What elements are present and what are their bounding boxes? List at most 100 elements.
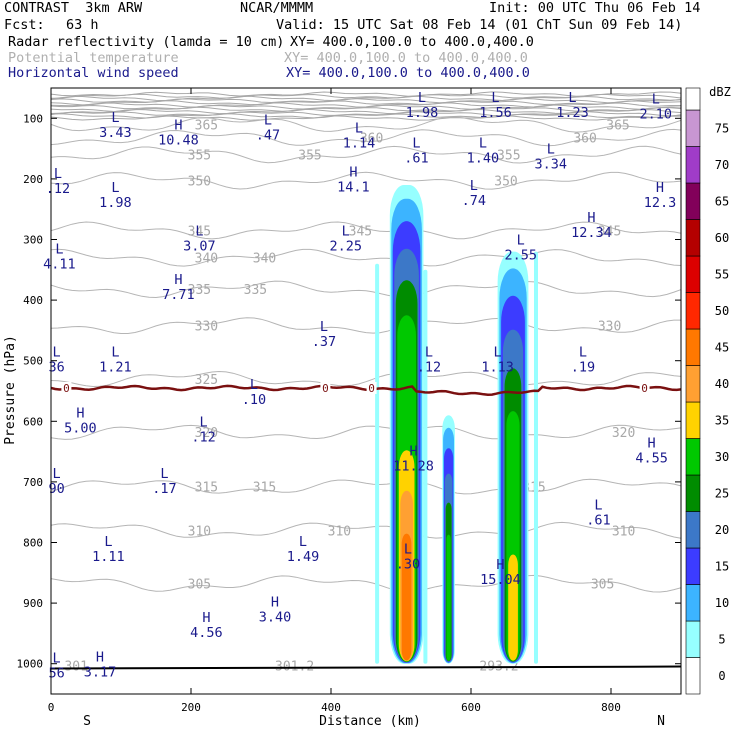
wind-extremum: L.61 — [586, 497, 610, 528]
wind-extremum: L1.11 — [92, 534, 125, 565]
wind-extremum-type: L — [479, 136, 487, 152]
theta-label: 355 — [298, 149, 321, 164]
wind-extremum-type: L — [104, 534, 112, 550]
theta-contour-line — [51, 145, 681, 164]
colorbar-segment — [685, 146, 701, 184]
reflectivity-fringe — [423, 269, 428, 664]
colorbar-label: 0 — [718, 669, 725, 683]
fcst-value: 63 h — [66, 17, 99, 33]
theta-contour-line — [51, 116, 681, 133]
theta-label: 345 — [598, 224, 621, 239]
wind-extremum-value: 90 — [48, 481, 64, 497]
wind-extremum-type: L — [568, 90, 576, 106]
wind-extremum-value: 4.56 — [190, 625, 223, 641]
wind-extremum-type: L — [53, 651, 61, 667]
colorbar-segment — [685, 657, 701, 695]
wind-extremum-value: 14.1 — [337, 180, 370, 196]
wind-extremum-value: 12.34 — [571, 225, 612, 241]
colorbar-segment — [685, 255, 701, 293]
theta-label: 310 — [328, 524, 351, 539]
wind-extremum-type: L — [111, 345, 119, 361]
theta-label: 315 — [253, 481, 276, 496]
wind-extremum-value: 1.98 — [99, 195, 132, 211]
upper-theta-line — [51, 91, 681, 97]
y-tick-label: 600 — [23, 415, 43, 428]
wind-extremum-type: L — [517, 233, 525, 249]
colorbar-segment — [685, 547, 701, 585]
reflectivity-field — [375, 185, 538, 664]
wind-extremum: L.12 — [191, 414, 215, 445]
field-2-xy: XY= 400.0,100.0 to 400.0,400.0 — [284, 50, 528, 66]
wind-extremum-type: L — [111, 180, 119, 196]
theta-label: 355 — [188, 149, 211, 164]
colorbar-label: 50 — [715, 304, 729, 318]
colorbar-segment — [685, 219, 701, 257]
wind-extremum-type: H — [648, 436, 656, 452]
colorbar-segment — [685, 401, 701, 439]
wind-extremum-type: L — [425, 345, 433, 361]
wind-extremum-type: H — [271, 594, 279, 610]
wind-extremum-type: H — [410, 443, 418, 459]
wind-extremum-value: 56 — [48, 666, 64, 682]
y-tick-label: 700 — [23, 476, 43, 489]
wind-extremum-value: .17 — [152, 481, 176, 497]
colorbar-label: 5 — [718, 632, 725, 646]
freezing-label: 0 — [322, 382, 329, 395]
wind-extremum: L1.98 — [99, 180, 132, 211]
theta-label: 315 — [195, 481, 218, 496]
field-3-xy: XY= 400.0,100.0 to 400.0,400.0 — [286, 65, 530, 81]
wind-extremum: L.12 — [417, 345, 441, 376]
colorbar-segment — [685, 584, 701, 622]
wind-extremum-value: .47 — [256, 128, 280, 144]
wind-extremum: H11.28 — [393, 443, 434, 474]
freezing-level: 0 0 0 0 — [51, 381, 681, 397]
wind-extremum: L.47 — [256, 113, 280, 144]
colorbar: 0 5 10 15 20 25 30 35 40 45 50 55 60 65 70 75 dBZ — [685, 85, 731, 695]
upper-theta-line — [51, 95, 681, 102]
theta-label: 310 — [188, 524, 211, 539]
theta-label: 350 — [188, 175, 211, 190]
wind-extremum-type: L — [55, 242, 63, 258]
wind-extremum: H12.34 — [571, 210, 612, 241]
theta-label: 340 — [195, 252, 218, 267]
y-tick-label: 500 — [23, 355, 43, 368]
wind-extremum-type: L — [200, 414, 208, 430]
theta-label: 330 — [195, 320, 218, 335]
wind-extremum-type: L — [547, 142, 555, 158]
colorbar-label: 35 — [715, 413, 729, 427]
theta-label: 320 — [195, 426, 218, 441]
wind-extremum: L3.07 — [183, 224, 216, 255]
colorbar-label: 15 — [715, 559, 729, 573]
fcst-label: Fcst: — [4, 17, 45, 33]
y-tick-label: 100 — [23, 112, 43, 125]
theta-contour-line — [51, 171, 681, 190]
colorbar-label: 60 — [715, 231, 729, 245]
upper-theta-line — [51, 111, 681, 117]
wind-extremum: L2.55 — [504, 233, 537, 264]
theta-label: 320 — [612, 426, 635, 441]
wind-extremum: H12.3 — [644, 180, 677, 211]
colorbar-label: 20 — [715, 523, 729, 537]
plot-frame — [50, 87, 682, 695]
theta-label: 345 — [188, 224, 211, 239]
theta-contour-line — [51, 424, 681, 440]
wind-extremum: H3.40 — [259, 594, 292, 625]
colorbar-label: 75 — [715, 121, 729, 135]
x-tick-label: 0 — [48, 701, 55, 714]
wind-extremum-value: 7.71 — [162, 287, 195, 303]
freezing-label-bg — [639, 381, 650, 394]
colorbar-label: 10 — [715, 596, 729, 610]
wind-extremum-value: 3.43 — [99, 125, 132, 141]
wind-extremum-type: H — [496, 557, 504, 573]
reflectivity-band — [446, 534, 451, 661]
wind-extremum: L56 — [48, 651, 64, 682]
upper-theta-line — [51, 108, 681, 115]
x-axis-label: Distance (km) — [319, 714, 421, 729]
x-tick-label: 400 — [321, 701, 341, 714]
wind-extremum: L1.14 — [343, 120, 376, 151]
theta-contour-line — [51, 317, 681, 334]
theta-label: 305 — [591, 578, 614, 593]
wind-extremum-type: L — [111, 110, 119, 126]
y-tick-label: 200 — [23, 173, 43, 186]
